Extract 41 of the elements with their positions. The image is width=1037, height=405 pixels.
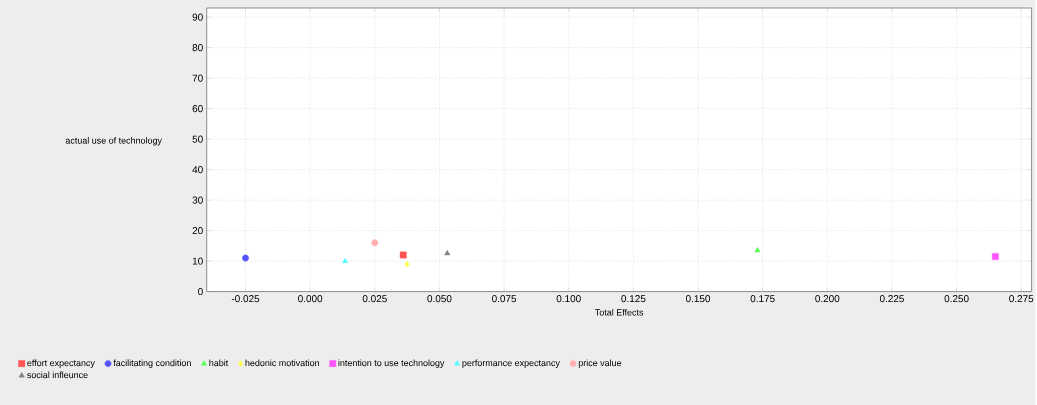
y-tick-label: 20: [192, 226, 203, 234]
x-tick-label: 0.225: [879, 294, 904, 302]
x-tick-label: 0.025: [362, 294, 387, 302]
point: [342, 257, 349, 263]
legend-label: intention to use technology: [338, 359, 445, 368]
point: [444, 249, 451, 256]
y-axis-title: actual use of technology: [65, 136, 162, 146]
point: [404, 260, 410, 268]
y-tick-label: 50: [192, 135, 203, 143]
x-tick-label: 0.050: [427, 294, 452, 302]
y-tick-label: 30: [192, 196, 203, 204]
point: [754, 246, 761, 252]
legend-label: social infleunce: [27, 371, 88, 378]
y-tick-label: 40: [192, 165, 203, 173]
x-tick-label: 0.150: [685, 294, 711, 302]
point: [242, 254, 249, 262]
y-tick-label: 10: [192, 257, 203, 265]
x-tick-label: 0.075: [492, 294, 517, 302]
legend-label: performance expectancy: [462, 359, 560, 368]
legend-label: price value: [578, 359, 622, 368]
x-tick-label: -0.025: [231, 294, 260, 302]
legend-label: habit: [209, 359, 229, 366]
x-tick-label: 0.125: [621, 294, 646, 302]
y-tick-label: 0: [198, 287, 203, 295]
legend-label: effort expectancy: [27, 359, 95, 368]
x-tick-label: 0.250: [944, 294, 969, 302]
point: [399, 251, 407, 259]
y-tick-label: 70: [192, 74, 203, 82]
y-tick-label: 60: [192, 104, 203, 112]
point: [992, 252, 999, 260]
y-tick-label: 90: [192, 13, 203, 21]
x-axis-title: Total Effects: [595, 308, 644, 316]
x-tick-label: 0.200: [815, 294, 840, 302]
y-tick-label: 80: [192, 43, 203, 51]
x-tick-label: 0.275: [1009, 294, 1034, 302]
legend-label: hedonic motivation: [245, 359, 320, 366]
x-tick-label: 0.175: [750, 294, 775, 302]
x-tick-label: 0.100: [556, 294, 581, 302]
legend-label: facilitating condition: [113, 359, 191, 368]
point: [371, 239, 379, 246]
x-tick-label: 0.000: [298, 294, 323, 302]
